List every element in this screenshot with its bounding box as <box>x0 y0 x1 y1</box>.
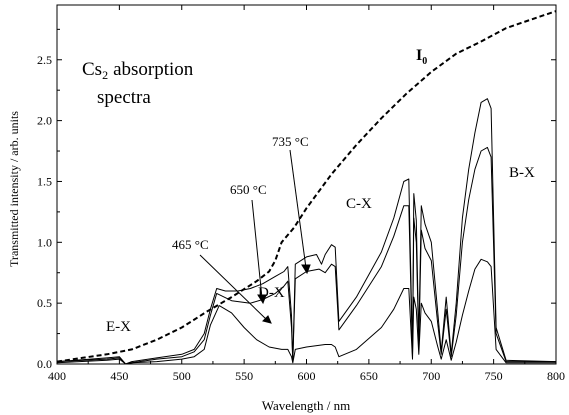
temp-label-650: 650 °C <box>230 182 267 197</box>
i0-subscript: 0 <box>422 56 427 67</box>
band-label-cx: C-X <box>346 196 372 212</box>
cs-subscript: 2 <box>102 68 108 82</box>
arrow-650-head <box>257 294 267 305</box>
x-tick-label: 800 <box>547 369 565 383</box>
x-tick-label: 400 <box>48 369 66 383</box>
y-tick-label: 1.5 <box>37 174 52 188</box>
series-line-650-c <box>57 146 556 364</box>
x-tick-label: 750 <box>485 369 503 383</box>
cs-symbol: Cs <box>82 59 102 80</box>
chart-heading-line2: spectra <box>97 87 151 108</box>
x-tick-label: 700 <box>422 369 440 383</box>
x-tick-label: 550 <box>235 369 253 383</box>
series-layer <box>57 10 556 364</box>
chart-heading-line1: Cs2 absorption <box>82 59 194 82</box>
arrow-465-shaft <box>199 254 268 321</box>
series-line-735-c <box>57 98 556 364</box>
band-label-ex: E-X <box>106 319 131 335</box>
temp-label-465: 465 °C <box>172 237 209 252</box>
annotation-arrows <box>199 149 311 324</box>
x-axis-ticks: 400 450 500 550 600 650 700 750 800 <box>48 5 565 383</box>
y-axis-ticks: 0.0 0.5 1.0 1.5 2.0 2.5 <box>37 28 556 371</box>
y-tick-label: 0.0 <box>37 357 52 371</box>
i0-label: I0 <box>416 47 427 67</box>
arrow-735-head <box>301 264 311 275</box>
arrow-735-shaft <box>289 149 307 269</box>
x-tick-label: 450 <box>110 369 128 383</box>
y-tick-label: 1.0 <box>37 235 52 249</box>
i0-symbol: I <box>416 47 422 64</box>
x-axis-label: Wavelength / nm <box>262 398 351 413</box>
arrow-650-shaft <box>251 199 263 299</box>
x-tick-label: 650 <box>360 369 378 383</box>
arrow-465-head <box>262 315 272 324</box>
temp-label-735: 735 °C <box>272 134 309 149</box>
y-tick-label: 2.0 <box>37 114 52 128</box>
x-tick-label: 500 <box>173 369 191 383</box>
y-axis-label: Transmitted intensity / arb. units <box>7 111 21 267</box>
band-label-bx: B-X <box>509 165 535 181</box>
y-tick-label: 0.5 <box>37 296 52 310</box>
heading-absorption: absorption <box>113 59 194 80</box>
series-line-i0 <box>57 10 556 363</box>
y-tick-label: 2.5 <box>37 53 52 67</box>
series-line-465-c <box>57 258 556 364</box>
x-tick-label: 600 <box>298 369 316 383</box>
